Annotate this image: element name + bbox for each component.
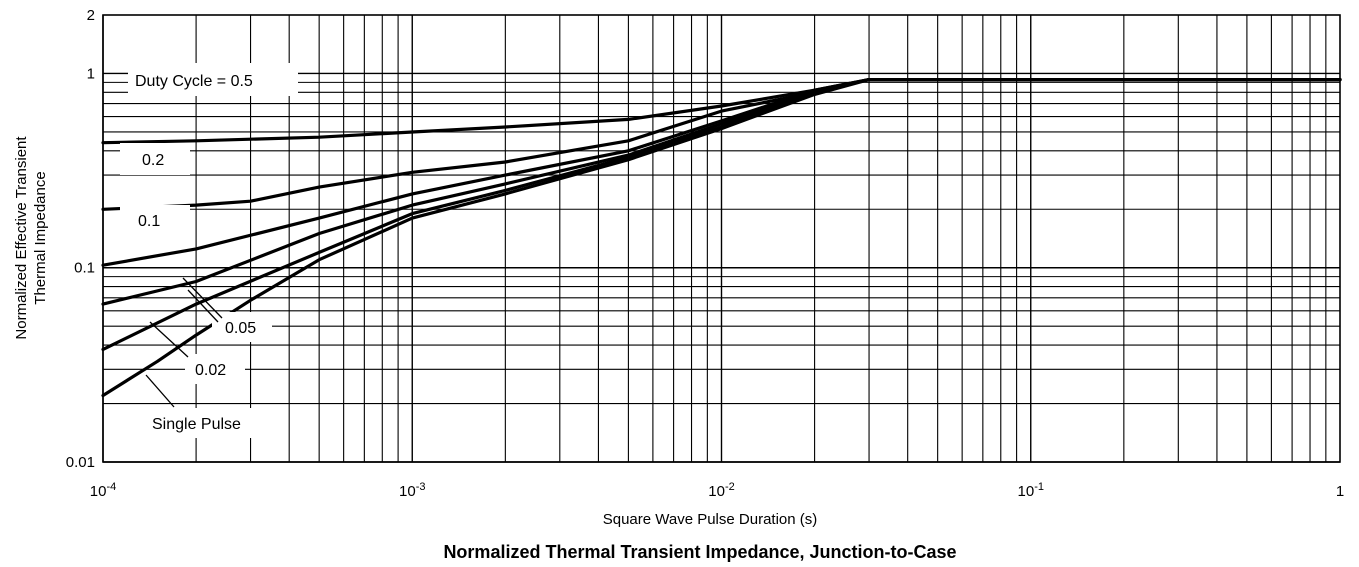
series-line-5: [101, 77, 1342, 398]
label-bg-0-2: [120, 143, 190, 175]
x-tick-label: 10-3: [399, 481, 425, 500]
plot-frame: [102, 14, 1341, 463]
y-tick-labels: 2 1 0.1 0.01: [66, 7, 95, 471]
figure-caption: Normalized Thermal Transient Impedance, …: [443, 542, 956, 562]
x-tick-label: 10-1: [1018, 481, 1044, 500]
x-tick-label: 10-2: [708, 481, 734, 500]
y-tick-label: 0.1: [74, 260, 95, 277]
label-bg-0-02: [185, 354, 245, 384]
label-bg-0-05: [212, 312, 272, 342]
annotation-layer: Duty Cycle = 0.5 0.2 0.1 0.05 0.02 Singl…: [120, 63, 298, 438]
grid: [102, 14, 1340, 463]
series-label-single-pulse: Single Pulse: [152, 416, 241, 433]
y-tick-label: 2: [87, 7, 95, 24]
series-label-0-2: 0.2: [142, 152, 164, 169]
y-tick-label: 1: [87, 65, 95, 82]
x-tick-label: 10-4: [90, 481, 116, 500]
series-label-0-1: 0.1: [138, 213, 160, 230]
leader-0-02: [149, 321, 189, 358]
leader-0-05-b: [187, 289, 219, 323]
leader-0-05-a: [182, 277, 223, 319]
y-axis-label-line1: Normalized Effective Transient: [13, 136, 30, 340]
label-bg-single-pulse: [148, 408, 268, 438]
series-label-0-05: 0.05: [225, 320, 256, 337]
leader-single-pulse: [145, 374, 175, 408]
x-axis-label: Square Wave Pulse Duration (s): [603, 511, 818, 528]
x-tick-label: 1: [1336, 483, 1344, 500]
label-bg-0-1: [120, 205, 190, 237]
x-tick-labels: 10-4 10-3 10-2 10-1 1: [90, 481, 1344, 500]
series-layer: [101, 77, 1342, 398]
y-axis-label-line2: Thermal Impedance: [32, 171, 49, 304]
series-label-duty-cycle: Duty Cycle = 0.5: [135, 73, 253, 90]
series-label-0-02: 0.02: [195, 362, 226, 379]
y-tick-label: 0.01: [66, 454, 95, 471]
label-bg-duty-cycle: [128, 63, 298, 96]
